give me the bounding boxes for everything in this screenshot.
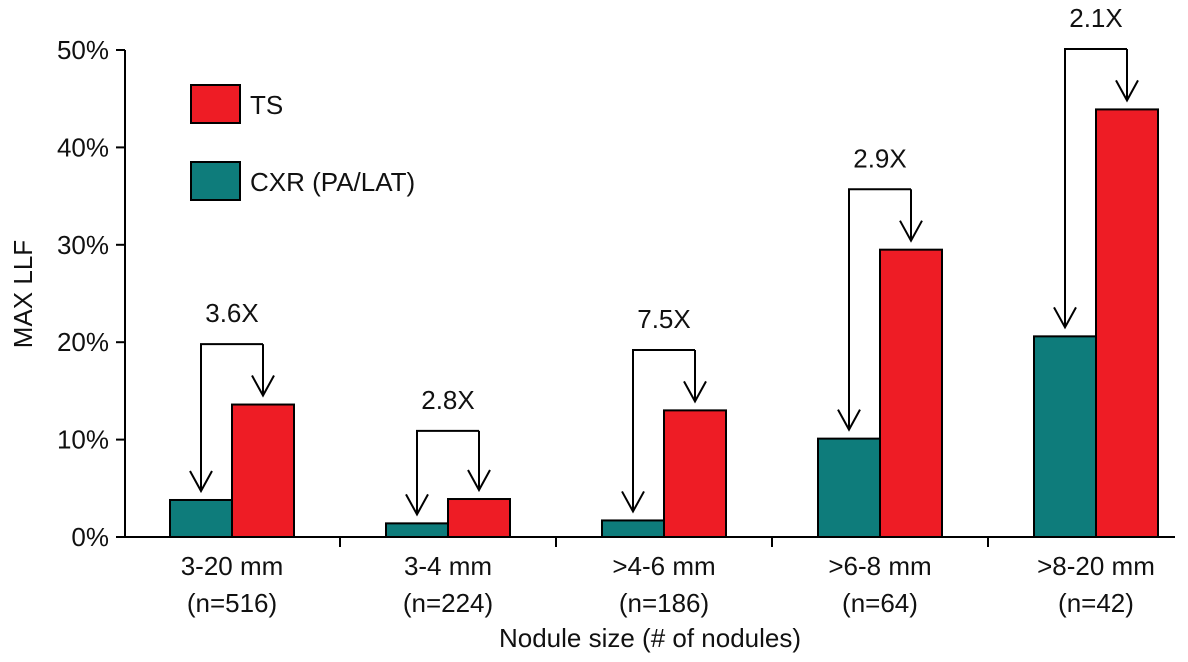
fold-change-label: 7.5X (637, 304, 691, 334)
bar-ts (879, 248, 943, 538)
bracket-line (1064, 48, 1127, 328)
arrow-head (1053, 306, 1077, 330)
x-tick-label: >8-20 mm (1037, 551, 1155, 581)
arrow-head (683, 380, 707, 404)
legend-swatch-ts (190, 84, 241, 124)
bar-ts (447, 498, 511, 539)
arrow-head (251, 375, 275, 398)
y-tick-label: 0% (71, 522, 109, 552)
x-tick-count-label: (n=64) (842, 588, 918, 618)
legend-swatch-cxr (190, 161, 241, 201)
y-tick-label: 50% (57, 35, 109, 65)
x-tick-label: 3-4 mm (404, 551, 492, 581)
bar-ts (663, 409, 727, 539)
bars (169, 108, 1159, 539)
legend-label-ts: TS (250, 90, 283, 120)
x-tick-label: >6-8 mm (828, 551, 931, 581)
x-tick-label: 3-20 mm (181, 551, 284, 581)
y-ticks: 0% 10% 20% 30% 40% 50% (57, 35, 125, 552)
arrow-head (189, 470, 213, 494)
bracket-line (632, 348, 695, 512)
bar-ts (231, 403, 295, 539)
fold-change-label: 2.1X (1069, 3, 1123, 33)
fold-annotations: 3.6X 2.8X 7.5X 2.9X 2.1X (189, 3, 1139, 517)
x-ticks: 3-20 mm (n=516) 3-4 mm (n=224) >4-6 mm (n=186… (181, 537, 1155, 618)
bar-cxr (1033, 335, 1097, 538)
x-tick-count-label: (n=186) (619, 588, 709, 618)
bar-cxr (817, 437, 881, 539)
arrow-head (621, 490, 645, 514)
bar-cxr (169, 498, 233, 539)
arrow-head (899, 220, 923, 243)
legend-label-cxr: CXR (PA/LAT) (250, 167, 415, 197)
bracket-line (848, 188, 911, 430)
arrow-head (1115, 79, 1139, 103)
bar-cxr (385, 522, 449, 539)
legend: TS CXR (PA/LAT) (190, 84, 415, 201)
x-tick-count-label: (n=224) (403, 588, 493, 618)
y-axis-label: MAX LLF (8, 240, 38, 348)
arrow-head (837, 409, 861, 432)
arrow-head (405, 493, 429, 517)
y-tick-label: 40% (57, 132, 109, 162)
y-tick-label: 10% (57, 425, 109, 455)
fold-change-label: 3.6X (205, 298, 259, 328)
arrow-head (467, 469, 491, 493)
bracket-line (200, 343, 263, 491)
fold-change-label: 2.9X (853, 143, 907, 173)
fold-change-label: 2.8X (421, 385, 475, 415)
y-tick-label: 30% (57, 230, 109, 260)
bar-cxr (601, 519, 665, 539)
y-tick-label: 20% (57, 327, 109, 357)
bar-ts (1095, 108, 1159, 538)
x-tick-count-label: (n=42) (1058, 588, 1134, 618)
x-tick-count-label: (n=516) (187, 588, 277, 618)
x-axis-label: Nodule size (# of nodules) (499, 623, 801, 653)
x-tick-label: >4-6 mm (612, 551, 715, 581)
bracket-line (416, 429, 479, 515)
